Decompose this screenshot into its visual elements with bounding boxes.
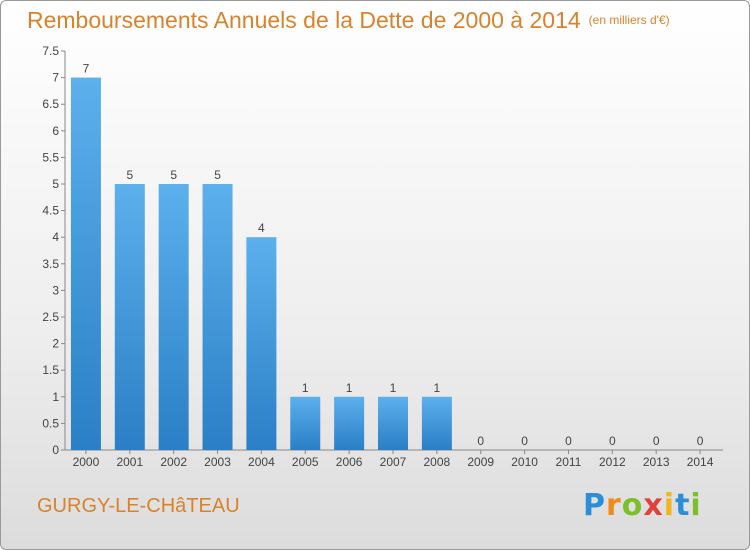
data-label-2007: 1 — [390, 381, 397, 395]
data-label-2004: 4 — [258, 221, 265, 235]
y-tick-label: 7.5 — [42, 44, 59, 58]
y-tick-label: 1 — [52, 390, 59, 404]
data-label-2014: 0 — [697, 434, 704, 448]
logo-letter: P — [583, 488, 606, 523]
x-tick-label-2008: 2008 — [424, 455, 451, 469]
bar-2001 — [114, 184, 145, 450]
bar-2004 — [246, 237, 277, 450]
x-tick-label-2006: 2006 — [336, 455, 363, 469]
y-tick-label: 4.5 — [42, 204, 59, 218]
x-tick-label-2004: 2004 — [248, 455, 275, 469]
x-tick-label-2001: 2001 — [116, 455, 143, 469]
y-tick-label: 6 — [52, 124, 59, 138]
bar-2000 — [70, 77, 101, 450]
bar-2007 — [378, 396, 408, 450]
y-tick-label: 4 — [52, 230, 59, 244]
chart-title: Remboursements Annuels de la Dette de 20… — [27, 7, 670, 34]
bar-2002 — [158, 184, 189, 450]
data-label-2010: 0 — [521, 434, 528, 448]
y-tick-label: 1.5 — [42, 363, 59, 377]
y-tick-label: 6.5 — [42, 97, 59, 111]
data-label-2000: 7 — [83, 62, 90, 76]
logo-letter: i — [663, 488, 676, 523]
x-tick-label-2003: 2003 — [204, 455, 231, 469]
y-tick-label: 2.5 — [42, 310, 59, 324]
commune-name: GURGY-LE-CHâTEAU — [37, 495, 240, 517]
y-tick-label: 3.5 — [42, 257, 59, 271]
data-label-2006: 1 — [346, 381, 353, 395]
data-label-2009: 0 — [477, 434, 484, 448]
data-label-2003: 5 — [214, 168, 221, 182]
y-tick-label: 7 — [52, 71, 59, 85]
x-tick-label-2011: 2011 — [556, 455, 582, 469]
bar-2008 — [421, 396, 452, 450]
data-label-2001: 5 — [126, 168, 133, 182]
y-tick-label: 0 — [52, 443, 59, 457]
x-tick-label-2000: 2000 — [73, 455, 100, 469]
y-tick-label: 0.5 — [42, 416, 59, 430]
x-tick-label-2002: 2002 — [160, 455, 187, 469]
x-tick-label-2012: 2012 — [599, 455, 626, 469]
x-tick-label-2014: 2014 — [687, 455, 714, 469]
logo-letter: t — [675, 488, 691, 523]
logo-letter: i — [690, 488, 702, 523]
bar-2006 — [334, 396, 365, 450]
data-label-2002: 5 — [170, 168, 177, 182]
data-label-2013: 0 — [653, 434, 660, 448]
data-label-2012: 0 — [609, 434, 616, 448]
x-tick-label-2009: 2009 — [467, 455, 494, 469]
x-tick-label-2005: 2005 — [292, 455, 319, 469]
data-label-2008: 1 — [434, 381, 441, 395]
x-tick-label-2010: 2010 — [511, 455, 538, 469]
y-tick-label: 5 — [52, 177, 59, 191]
chart-unit-label: (en milliers d'€) — [588, 13, 670, 27]
bar-2003 — [202, 184, 233, 450]
data-label-2011: 0 — [565, 434, 572, 448]
logo-letter: x — [643, 488, 664, 523]
y-tick-label: 5.5 — [42, 150, 59, 164]
x-tick-label-2007: 2007 — [380, 455, 407, 469]
x-tick-label-2013: 2013 — [643, 455, 670, 469]
chart-title-text: Remboursements Annuels de la Dette de 20… — [27, 7, 581, 33]
proxiti-logo: Proxiti — [583, 488, 702, 523]
data-label-2005: 1 — [302, 381, 309, 395]
logo-letter: r — [606, 488, 622, 523]
y-tick-label: 3 — [52, 283, 59, 297]
bar-2005 — [290, 396, 321, 450]
y-tick-label: 2 — [52, 337, 59, 351]
logo-letter: o — [621, 488, 644, 523]
